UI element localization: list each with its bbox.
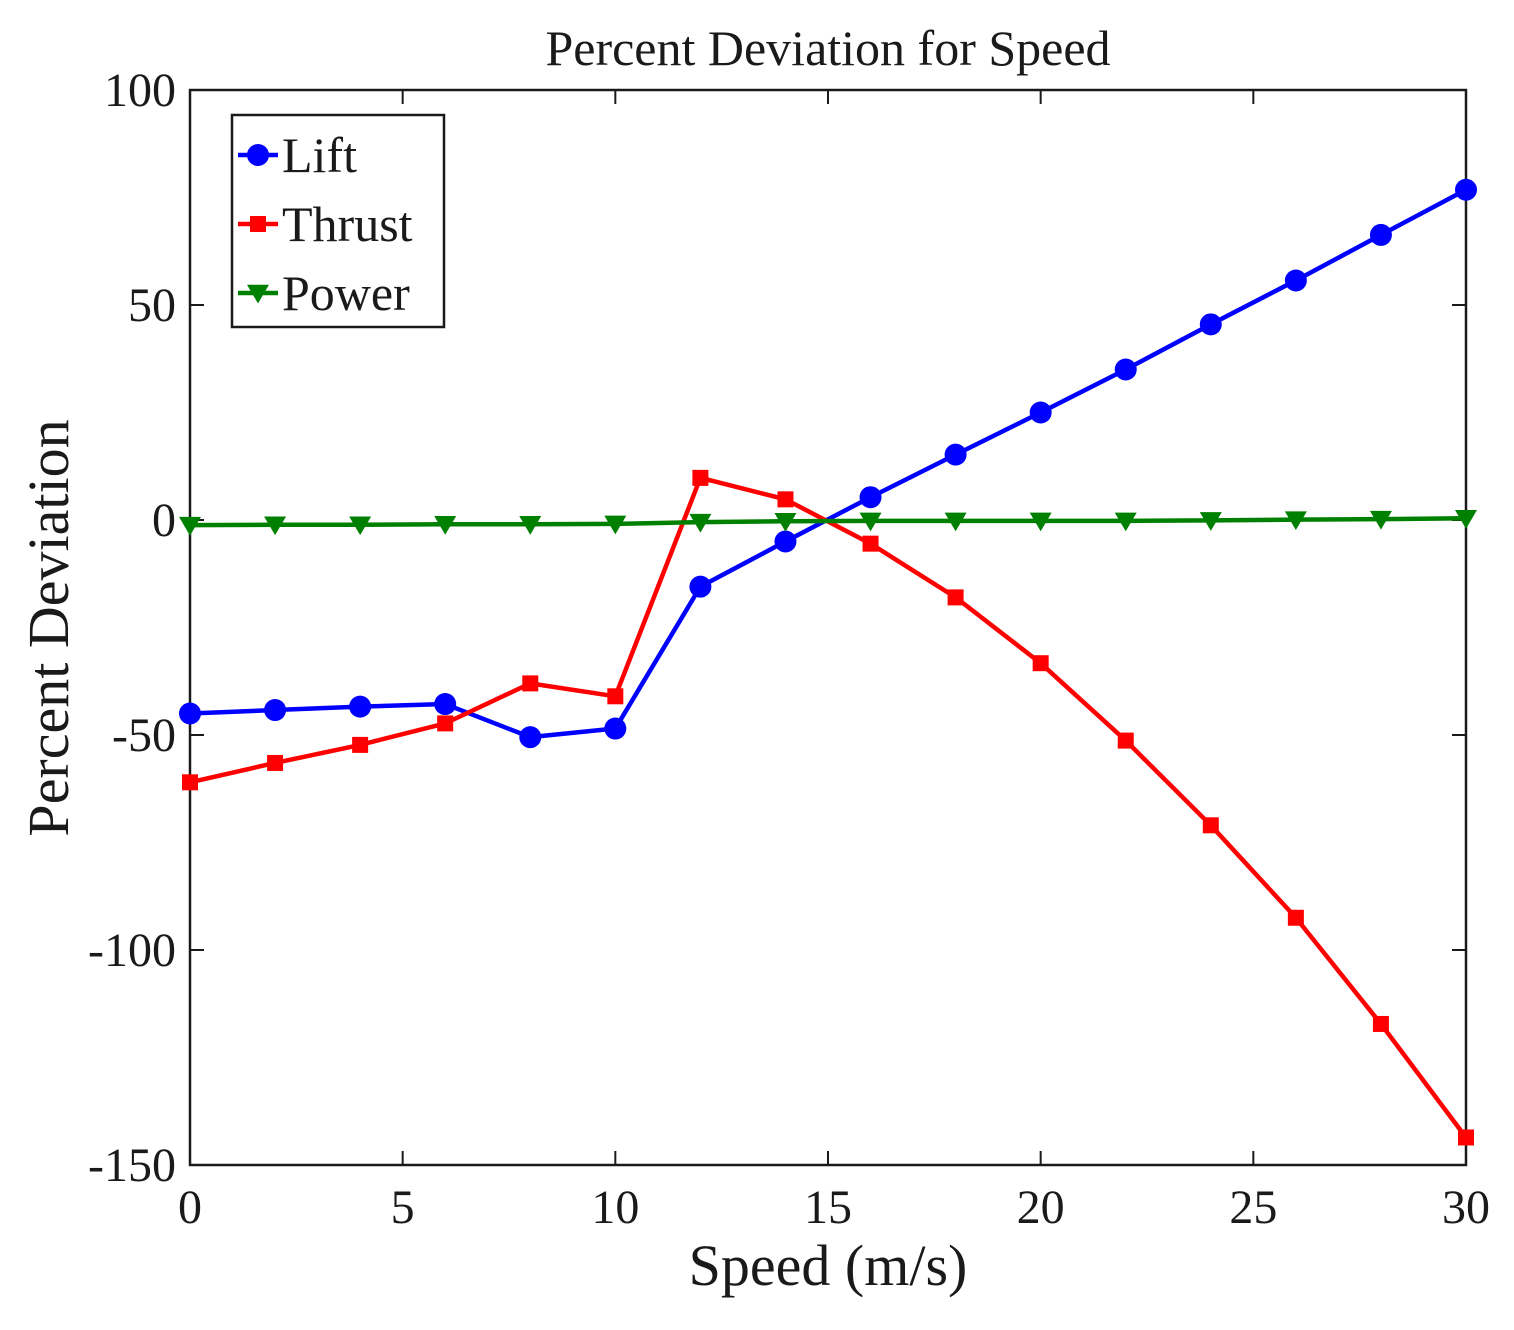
data-point-power (519, 516, 542, 535)
data-point-power (1369, 510, 1392, 530)
data-point-lift (179, 702, 201, 725)
legend-item-power: Power (238, 265, 410, 321)
axis-ticks: 0 5 10 15 20 25 30 100 50 0 -50 -100 -150 (88, 64, 1490, 1234)
data-point-power (349, 516, 372, 536)
data-point-power (434, 516, 457, 535)
y-tick-label: 50 (128, 279, 176, 332)
y-tick-label: -100 (88, 924, 176, 977)
data-point-power (774, 513, 797, 532)
data-point-thrust (267, 754, 284, 771)
data-point-power (1455, 510, 1477, 529)
data-point-thrust (1202, 817, 1219, 834)
data-point-power (1199, 512, 1222, 531)
data-point-lift (1199, 313, 1222, 336)
data-point-thrust (182, 774, 198, 791)
data-point-lift (1369, 223, 1392, 246)
data-point-power (689, 513, 712, 533)
y-tick-label: -50 (112, 709, 176, 762)
legend-entries: Lift Thrust Power (238, 127, 413, 321)
data-point-lift (774, 530, 797, 553)
data-point-lift (859, 486, 882, 509)
series-line-power (189, 516, 1467, 528)
data-point-power (1029, 512, 1052, 532)
data-point-power (179, 516, 201, 536)
data-point-lift (519, 726, 542, 749)
data-point-power (944, 512, 967, 532)
data-point-lift (1029, 401, 1052, 424)
x-tick-label: 15 (804, 1181, 852, 1234)
series-line-thrust (189, 475, 1468, 1139)
data-point-lift (689, 575, 712, 598)
data-point-thrust (1032, 655, 1049, 672)
data-point-lift (604, 717, 627, 740)
x-tick-label: 0 (178, 1181, 202, 1234)
data-point-thrust (692, 469, 709, 486)
data-point-lift (1455, 178, 1477, 201)
data-point-thrust (862, 535, 879, 552)
y-tick-label: -150 (88, 1139, 176, 1192)
legend-item-lift: Lift (238, 127, 357, 183)
data-point-lift (349, 695, 372, 718)
data-point-thrust (352, 736, 369, 753)
series-thrust (182, 469, 1474, 1146)
data-point-thrust (607, 688, 624, 705)
x-tick-label: 5 (391, 1181, 415, 1234)
legend-label-power: Power (282, 265, 410, 321)
data-point-power (1284, 511, 1307, 531)
y-tick-label: 0 (152, 494, 176, 547)
data-point-lift (1284, 269, 1307, 292)
data-point-thrust (777, 491, 794, 508)
legend-marker-lift (247, 144, 269, 166)
data-point-thrust (947, 589, 964, 606)
data-point-power (859, 512, 882, 532)
y-axis-label: Percent Deviation (16, 419, 81, 836)
data-point-lift (944, 443, 967, 466)
data-point-power (1114, 512, 1137, 532)
data-point-thrust (437, 715, 454, 732)
data-series (179, 178, 1477, 1146)
data-point-thrust (522, 675, 539, 692)
x-tick-label: 20 (1017, 1181, 1065, 1234)
x-tick-label: 30 (1442, 1181, 1490, 1234)
legend-marker-power (247, 284, 269, 304)
y-tick-label: 100 (104, 64, 176, 117)
chart-title: Percent Deviation for Speed (545, 20, 1110, 76)
data-point-thrust (1458, 1129, 1474, 1146)
x-tick-label: 25 (1229, 1181, 1277, 1234)
x-axis-label: Speed (m/s) (689, 1233, 968, 1298)
legend-marker-thrust (250, 216, 266, 232)
data-point-thrust (1287, 909, 1304, 926)
series-power (179, 510, 1477, 536)
data-point-lift (1114, 358, 1137, 381)
data-point-power (604, 515, 627, 535)
legend-label-lift: Lift (282, 127, 357, 183)
legend: Lift Thrust Power (230, 113, 446, 329)
legend-label-thrust: Thrust (282, 196, 413, 252)
data-point-power (264, 516, 287, 536)
data-point-lift (434, 693, 457, 716)
data-point-thrust (1117, 732, 1134, 749)
data-point-thrust (1372, 1015, 1389, 1032)
legend-item-thrust: Thrust (238, 196, 413, 252)
x-tick-label: 10 (591, 1181, 639, 1234)
data-point-lift (264, 699, 287, 722)
